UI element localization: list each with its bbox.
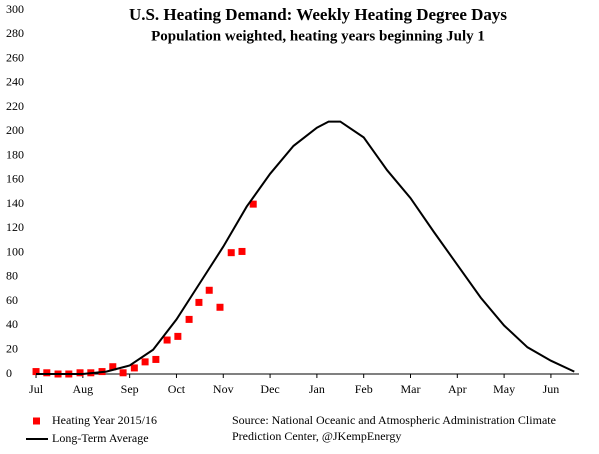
x-tick-label: Sep: [121, 382, 139, 396]
x-tick-label: Dec: [260, 382, 279, 396]
y-tick-label: 260: [6, 50, 24, 64]
data-point: [238, 247, 246, 255]
data-point: [130, 364, 138, 372]
data-point: [109, 363, 117, 371]
y-tick-label: 100: [6, 244, 24, 258]
y-tick-label: 180: [6, 147, 24, 161]
y-tick-label: 300: [6, 2, 24, 16]
data-point: [227, 249, 235, 257]
x-tick-label: Aug: [73, 382, 94, 396]
x-tick-label: Jul: [29, 382, 44, 396]
data-point: [205, 286, 213, 294]
data-point: [32, 368, 40, 376]
y-tick-label: 80: [6, 269, 18, 283]
legend-swatch: [33, 417, 40, 425]
data-point: [141, 358, 149, 366]
x-tick-label: Feb: [355, 382, 373, 396]
x-tick-label: Apr: [448, 382, 467, 396]
y-tick-label: 0: [6, 366, 12, 380]
data-point: [216, 303, 224, 311]
data-point: [174, 332, 182, 340]
source-line: Prediction Center, @JKempEnergy: [232, 429, 401, 443]
chart-title: U.S. Heating Demand: Weekly Heating Degr…: [129, 5, 507, 24]
chart-subtitle: Population weighted, heating years begin…: [151, 28, 485, 44]
data-point: [119, 369, 127, 377]
y-tick-label: 20: [6, 341, 18, 355]
source-line: Source: National Oceanic and Atmospheric…: [232, 413, 556, 427]
data-point: [163, 336, 171, 344]
x-tick-label: Nov: [213, 382, 234, 396]
y-tick-label: 60: [6, 293, 18, 307]
legend-label: Heating Year 2015/16: [52, 413, 157, 427]
y-tick-label: 280: [6, 26, 24, 40]
x-tick-label: May: [493, 382, 515, 396]
legend-label: Long-Term Average: [52, 431, 149, 445]
data-point: [249, 200, 257, 208]
y-tick-label: 220: [6, 99, 24, 113]
y-tick-label: 200: [6, 123, 24, 137]
x-tick-label: Oct: [168, 382, 186, 396]
data-point: [152, 355, 160, 363]
x-tick-label: Jan: [309, 382, 325, 396]
x-tick-label: Jun: [543, 382, 560, 396]
data-point: [185, 315, 193, 323]
line-series: [36, 120, 575, 375]
data-point: [76, 369, 84, 377]
x-tick-label: Mar: [400, 382, 420, 396]
y-tick-label: 120: [6, 220, 24, 234]
y-tick-label: 140: [6, 196, 24, 210]
y-tick-label: 40: [6, 317, 18, 331]
y-tick-label: 240: [6, 75, 24, 89]
data-point: [43, 369, 51, 377]
data-point: [195, 298, 203, 306]
y-tick-label: 160: [6, 172, 24, 186]
